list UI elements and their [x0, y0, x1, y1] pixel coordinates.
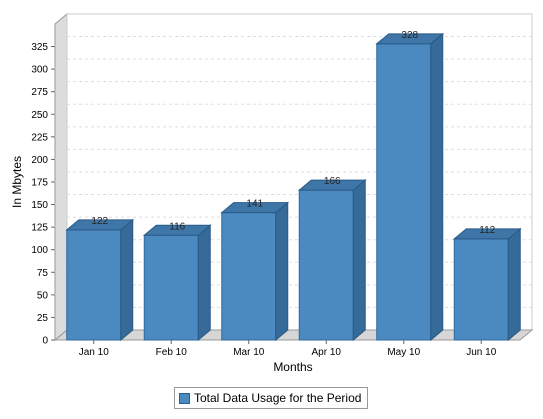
bar-front [453, 238, 509, 341]
bar-side [507, 227, 521, 342]
y-tick-label: 0 [42, 336, 48, 347]
x-tick-label: Apr 10 [312, 347, 342, 358]
data-label: 141 [246, 199, 263, 210]
bar [375, 32, 445, 342]
y-tick-label: 175 [31, 177, 48, 188]
grid-line-side [54, 194, 68, 205]
grid-line-side [54, 261, 68, 273]
bar-top [142, 224, 212, 236]
grid-line-side [54, 284, 68, 296]
y-axis-title: In Mbytes [10, 156, 24, 208]
x-tick-label: May 10 [387, 347, 420, 358]
bar [452, 227, 522, 342]
x-tick-label: Feb 10 [156, 347, 188, 358]
grid-line-side [54, 149, 68, 160]
y-tick-label: 25 [37, 313, 49, 324]
grid-line-side [54, 171, 68, 183]
grid-line-side [54, 307, 68, 318]
bar-front [143, 234, 199, 341]
y-tick-label: 75 [37, 268, 49, 279]
legend: Total Data Usage for the Period [174, 387, 369, 409]
bar-top [452, 228, 522, 240]
bar-side [120, 218, 134, 342]
grid-line-side [54, 216, 68, 228]
x-tick-label: Mar 10 [233, 347, 265, 358]
y-tick-label: 125 [31, 223, 48, 234]
bar-side [275, 201, 289, 342]
data-label: 328 [401, 30, 418, 41]
bar-front [298, 189, 354, 341]
y-tick-label: 200 [31, 155, 48, 166]
grid-line-side [54, 36, 68, 47]
y-tick-label: 225 [31, 132, 48, 143]
bar-side [197, 224, 211, 342]
y-tick-label: 250 [31, 110, 48, 121]
y-tick-label: 275 [31, 87, 48, 98]
data-label: 116 [169, 221, 185, 232]
x-axis-title: Months [273, 360, 312, 374]
grid-line-side [54, 126, 68, 138]
grid-line-side [54, 81, 68, 93]
x-tick-label: Jun 10 [466, 347, 496, 358]
bar [297, 179, 367, 342]
bar-front [221, 212, 277, 341]
y-tick-label: 300 [31, 65, 48, 76]
legend-label: Total Data Usage for the Period [194, 391, 362, 405]
y-tick-label: 325 [31, 42, 48, 53]
grid-line-side [54, 239, 68, 251]
legend-swatch [179, 392, 190, 404]
bar-top [375, 33, 445, 45]
data-label: 122 [91, 216, 108, 227]
y-tick-label: 50 [37, 290, 49, 301]
x-tick-label: Jan 10 [79, 347, 109, 358]
data-label: 166 [324, 176, 341, 187]
bar [142, 224, 212, 342]
bar-top [297, 179, 367, 191]
bar-top [65, 219, 135, 231]
bar-side [430, 32, 444, 342]
bar-front [376, 43, 432, 341]
bar [65, 218, 135, 342]
grid-line-side [54, 103, 68, 115]
y-tick-label: 150 [31, 200, 48, 211]
y-tick-label: 100 [31, 245, 48, 256]
data-label: 112 [479, 225, 495, 236]
bar-top [220, 202, 290, 214]
grid-line-side [54, 58, 68, 70]
bar-side [352, 179, 366, 342]
bar [220, 201, 290, 342]
bar-front [66, 229, 122, 341]
